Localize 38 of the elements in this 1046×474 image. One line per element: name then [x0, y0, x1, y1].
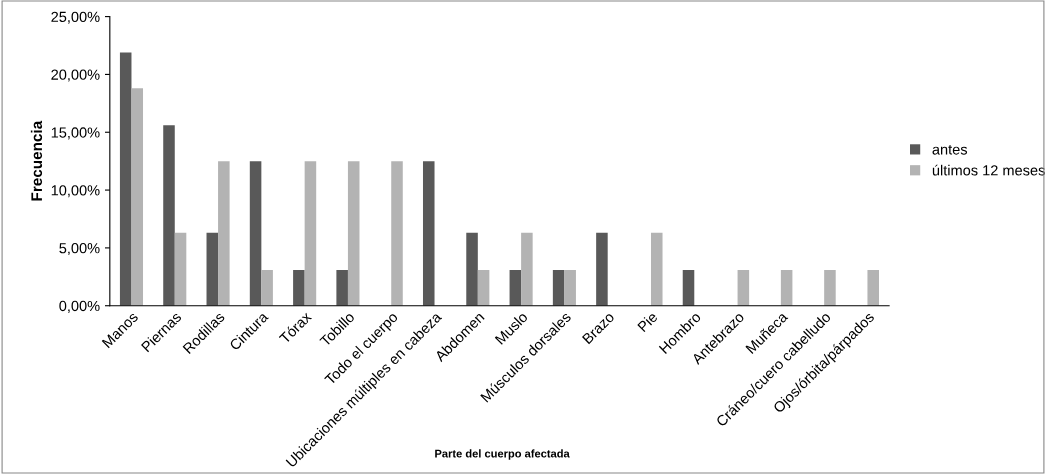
legend-label: antes: [932, 145, 968, 155]
x-axis-title: Parte del cuerpo afectada: [435, 449, 570, 460]
bar: [391, 161, 403, 306]
bar: [163, 125, 175, 306]
bar: [824, 269, 836, 306]
bar: [552, 269, 565, 306]
y-tick-label: 10,00%: [51, 185, 100, 198]
bar: [218, 161, 230, 306]
bar: [304, 161, 317, 306]
bar: [596, 232, 608, 306]
bar: [650, 232, 663, 306]
y-tick-label: 25,00%: [51, 11, 100, 24]
bar: [521, 232, 533, 306]
bar: [682, 269, 695, 306]
y-tick-label: 0,00%: [59, 300, 100, 313]
bar: [867, 269, 879, 306]
y-tick-label: 5,00%: [59, 243, 100, 256]
bar: [422, 161, 435, 306]
bar: [477, 269, 490, 306]
bar: [206, 232, 219, 306]
bar: [261, 269, 273, 306]
bar: [509, 269, 522, 306]
y-tick-label: 20,00%: [51, 69, 100, 82]
bar: [249, 161, 262, 306]
bar: [293, 269, 305, 306]
legend-label: últimos 12 meses: [932, 164, 1045, 176]
bar: [347, 161, 360, 306]
bar: [466, 232, 478, 306]
bar: [119, 52, 132, 306]
bar: [780, 269, 793, 306]
y-axis-title: Frecuencia: [30, 120, 43, 201]
bar: [564, 269, 576, 306]
bar: [131, 88, 144, 306]
bar: [336, 269, 348, 306]
y-tick-label: 15,00%: [51, 127, 100, 140]
bar: [737, 269, 750, 306]
bar: [174, 232, 187, 306]
x-tick-label: Pie: [636, 311, 659, 333]
